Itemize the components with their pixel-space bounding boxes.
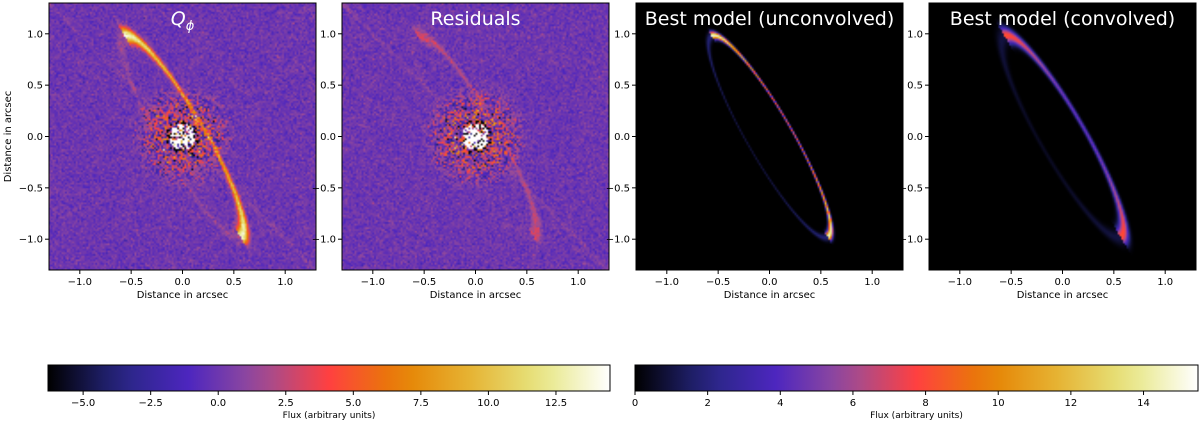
x-tick-label: 0.0: [762, 277, 778, 288]
colorbar-tick-label: 0: [632, 398, 638, 409]
colorbar-tick-label: 12.5: [545, 398, 567, 409]
y-axis-label: Distance in arcsec: [3, 91, 14, 183]
x-tick-label: −0.5: [119, 277, 143, 288]
y-tick-label: −0.5: [899, 183, 923, 194]
colorbar-1-gradient: [47, 364, 611, 392]
colorbar-tick-label: 10.0: [477, 398, 499, 409]
panel-4-image: [929, 3, 1196, 270]
y-tick-label: 1.0: [27, 29, 43, 40]
x-axis-label: Distance in arcsec: [430, 290, 522, 301]
x-axis-label: Distance in arcsec: [137, 290, 229, 301]
y-tick-label: 0.5: [27, 81, 43, 92]
colorbar-tick-label: 5.0: [345, 398, 361, 409]
panel-2-image: [342, 3, 609, 270]
x-tick-label: 0.5: [226, 277, 242, 288]
colorbar-2-gradient: [634, 364, 1199, 392]
x-tick-label: −1.0: [655, 277, 679, 288]
x-tick-label: 0.0: [468, 277, 484, 288]
y-tick-label: −1.0: [606, 235, 630, 246]
y-tick-label: 0.0: [614, 132, 630, 143]
panel-2-title: Residuals: [430, 8, 520, 30]
y-tick-label: 0.0: [320, 132, 336, 143]
panel-1-title: Qϕ: [171, 8, 195, 34]
y-tick-label: 0.0: [907, 132, 923, 143]
y-tick-label: 1.0: [614, 29, 630, 40]
colorbar-tick-label: −5.0: [71, 398, 95, 409]
y-tick-label: −0.5: [19, 183, 43, 194]
colorbar-tick-label: 6: [850, 398, 856, 409]
x-tick-label: −0.5: [999, 277, 1023, 288]
y-tick-label: 0.5: [320, 81, 336, 92]
x-tick-label: 0.5: [519, 277, 535, 288]
colorbar-tick-label: 14: [1137, 398, 1150, 409]
y-tick-label: −0.5: [312, 183, 336, 194]
y-tick-label: 0.5: [907, 81, 923, 92]
y-tick-label: −1.0: [312, 235, 336, 246]
panel-3-title: Best model (unconvolved): [645, 8, 894, 30]
colorbar-tick-label: 4: [777, 398, 783, 409]
y-tick-label: −1.0: [19, 235, 43, 246]
x-tick-label: 0.0: [1055, 277, 1071, 288]
panel-1-image: [49, 3, 316, 270]
panel-3-image: [636, 3, 903, 270]
y-tick-label: 0.5: [614, 81, 630, 92]
colorbar-tick-label: 12: [1065, 398, 1078, 409]
y-tick-label: −1.0: [899, 235, 923, 246]
x-axis-label: Distance in arcsec: [724, 290, 816, 301]
colorbar-tick-label: 7.5: [413, 398, 429, 409]
x-tick-label: 1.0: [277, 277, 293, 288]
colorbar-tick-label: 10: [992, 398, 1005, 409]
colorbar-tick-label: 2.5: [278, 398, 294, 409]
x-tick-label: 1.0: [864, 277, 880, 288]
x-axis-label: Distance in arcsec: [1017, 290, 1109, 301]
y-tick-label: 0.0: [27, 132, 43, 143]
y-tick-label: 1.0: [320, 29, 336, 40]
y-tick-label: −0.5: [606, 183, 630, 194]
colorbar-label: Flux (arbitrary units): [870, 411, 963, 421]
panel-title-subscript: ϕ: [186, 19, 195, 34]
panel-1: Qϕ −1.0 −0.5 0.0 0.5 1.0 −1.0 −0.5 0.0 0.5 1.0 Dist…: [3, 2, 317, 301]
x-tick-label: −1.0: [948, 277, 972, 288]
panel-4: Best model (convolved) −1.0 −0.5 0.0 0.5 1.0 −…: [899, 2, 1197, 301]
y-tick-label: 1.0: [907, 29, 923, 40]
x-tick-label: 0.5: [1106, 277, 1122, 288]
colorbar-label: Flux (arbitrary units): [283, 411, 376, 421]
colorbar-1: −5.0 −2.5 0.0 2.5 5.0 7.5 10.0 12.5 Flux (arbitr…: [47, 364, 611, 421]
x-tick-label: 1.0: [1157, 277, 1173, 288]
colorbar-2: 0 2 4 6 8 10 12 14 Flux (arbitrary units): [632, 364, 1199, 421]
x-tick-label: −0.5: [412, 277, 436, 288]
panel-2: Residuals −1.0 −0.5 0.0 0.5 1.0 −1.0 −0.5 0.0 0.5…: [312, 2, 610, 301]
x-tick-label: 0.5: [813, 277, 829, 288]
panels-group: Qϕ −1.0 −0.5 0.0 0.5 1.0 −1.0 −0.5 0.0 0.5 1.0 Dist…: [3, 2, 1197, 301]
colorbars-group: −5.0 −2.5 0.0 2.5 5.0 7.5 10.0 12.5 Flux (arbitr…: [47, 364, 1199, 421]
panel-4-title: Best model (convolved): [950, 8, 1175, 30]
x-tick-label: −1.0: [361, 277, 385, 288]
colorbar-tick-label: −2.5: [139, 398, 163, 409]
colorbar-tick-label: 2: [704, 398, 710, 409]
x-tick-label: 1.0: [570, 277, 586, 288]
panel-3: Best model (unconvolved) −1.0 −0.5 0.0 0.5 1.…: [606, 2, 904, 301]
x-tick-label: 0.0: [175, 277, 191, 288]
colorbar-tick-label: 8: [922, 398, 928, 409]
x-tick-label: −1.0: [68, 277, 92, 288]
x-tick-label: −0.5: [706, 277, 730, 288]
colorbar-tick-label: 0.0: [210, 398, 226, 409]
panel-title-main: Q: [171, 8, 186, 30]
